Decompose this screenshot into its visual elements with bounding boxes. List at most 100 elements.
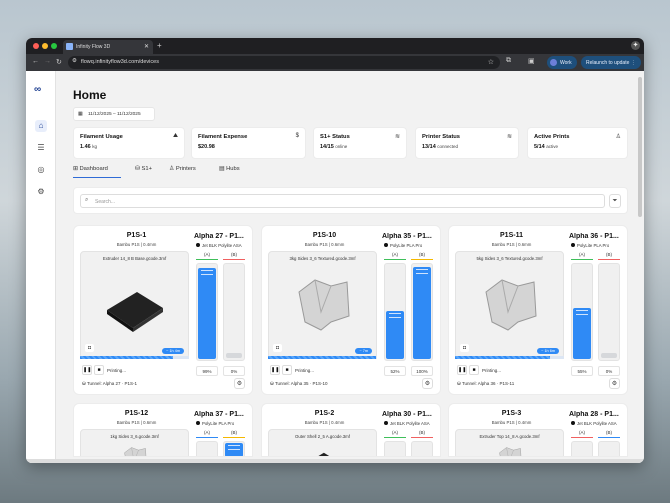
filament-slot[interactable]	[223, 441, 245, 456]
material-label: Jet BLK Polylite ASA	[571, 421, 617, 426]
scrollbar[interactable]	[636, 71, 644, 463]
stop-button[interactable]: ■	[94, 365, 104, 375]
material-color-dot	[196, 243, 200, 247]
date-range-picker[interactable]: ▦ 11/12/2025 – 11/12/2025	[73, 107, 155, 121]
camera-icon[interactable]: ◘	[85, 344, 94, 352]
list-icon[interactable]: ☰	[37, 143, 45, 152]
url-input[interactable]: ⚙ flowq.infinityflow3d.com/devices ☆	[68, 56, 500, 69]
tab-label: Hubs	[226, 166, 240, 172]
material-color-dot	[384, 421, 388, 425]
site-info-icon[interactable]: ⚙	[72, 58, 77, 64]
print-preview[interactable]: Extruder 14_8 B Base.gcode.3mf ◘ ~ 1h 4m	[80, 251, 189, 359]
filament-slot[interactable]	[196, 441, 218, 456]
camera-icon[interactable]: ◘	[460, 344, 469, 352]
tab-s1plus[interactable]: ⛁ S1+	[135, 164, 152, 178]
settings-button[interactable]: ⚙	[609, 378, 620, 389]
tab-dashboard[interactable]: ⊞ Dashboard	[73, 164, 121, 178]
scrollbar-thumb[interactable]	[638, 77, 642, 217]
printer-model: Bambu P1S | 0.4mm	[304, 420, 345, 425]
pause-button[interactable]: ❚❚	[82, 365, 92, 375]
filament-empty	[601, 353, 617, 358]
extension-icon[interactable]: ⧉	[506, 57, 511, 64]
printer-name: P1S-1	[126, 232, 147, 239]
stop-button[interactable]: ■	[469, 365, 479, 375]
pause-button[interactable]: ❚❚	[457, 365, 467, 375]
main-content: Home ▦ 11/12/2025 – 11/12/2025 Filament U…	[56, 71, 636, 463]
filament-slot[interactable]	[598, 263, 620, 361]
back-icon[interactable]: ←	[32, 58, 39, 65]
filament-slot[interactable]	[384, 263, 406, 361]
printer-name: P1S-11	[500, 232, 523, 239]
dollar-icon: $	[295, 133, 299, 139]
print-status: Printing...	[107, 368, 127, 373]
bookmark-star-icon[interactable]: ☆	[487, 59, 494, 66]
stat-value: 1.46 kg	[80, 144, 97, 150]
slot-label: (A)	[571, 430, 593, 438]
camera-icon[interactable]: ◘	[273, 344, 282, 352]
search-input[interactable]: ⌕ Search...	[80, 194, 605, 208]
profile-button[interactable]: Work	[547, 56, 577, 69]
filament-slot[interactable]	[571, 441, 593, 456]
avatar	[550, 59, 557, 66]
file-name: 3kg Sides 3_6 Textured.gcode.3mf	[289, 256, 356, 261]
filament-slot[interactable]	[598, 441, 620, 456]
sidepanel-icon[interactable]: ▣	[528, 58, 535, 65]
printer-card: P1S-12 Bambu P1S | 0.6mm Alpha 37 - P1... P…	[73, 403, 253, 457]
printer-model: Bambu P1S | 0.4mm	[116, 242, 157, 247]
filament-slot[interactable]	[223, 263, 245, 361]
progress-bar	[80, 356, 189, 359]
gear-icon[interactable]: ⚙	[37, 187, 45, 196]
stat-unit: online	[335, 144, 348, 149]
settings-button[interactable]: ⚙	[422, 378, 433, 389]
tab-printers[interactable]: ♙ Printers	[169, 164, 196, 178]
filter-button[interactable]: ⏷	[609, 194, 621, 208]
slot-label: (B)	[411, 252, 433, 260]
address-bar-row: ← → ↻ ⚙ flowq.infinityflow3d.com/devices ☆…	[26, 54, 644, 71]
filament-percent: 0%	[223, 366, 245, 376]
close-window-button[interactable]	[33, 43, 39, 49]
new-tab-button[interactable]: +	[157, 41, 162, 50]
date-range-text: 11/12/2025 – 11/12/2025	[88, 112, 141, 117]
extensions-icon[interactable]: ✦	[631, 41, 640, 50]
infinity-logo-icon[interactable]: ∞	[34, 84, 42, 95]
wifi-icon: ≋	[506, 134, 512, 140]
close-tab-icon[interactable]: ✕	[143, 44, 149, 50]
pause-button[interactable]: ❚❚	[270, 365, 280, 375]
filament-slot[interactable]	[571, 263, 593, 361]
print-preview[interactable]: Outer Shell 2_5 A.gcode.3mf	[268, 429, 377, 456]
filament-level	[413, 266, 431, 359]
relaunch-button[interactable]: Relaunch to update ⋮	[581, 56, 641, 69]
filament-slot[interactable]	[384, 441, 406, 456]
tab-hubs[interactable]: ▤ Hubs	[219, 164, 240, 178]
filament-percent: 52%	[384, 366, 406, 376]
tunnel-label: ⛁ Tunnel: Alpha 36 · P1S-11	[457, 381, 515, 386]
printer-model: Bambu P1S | 0.4mm	[491, 420, 532, 425]
print-preview[interactable]: 1kg Sides 3_6.gcode.3mf	[80, 429, 189, 456]
filament-slot[interactable]	[196, 263, 218, 361]
printer-model: Bambu P1S | 0.6mm	[491, 242, 532, 247]
filament-slot[interactable]	[411, 441, 433, 456]
reload-icon[interactable]: ↻	[56, 59, 62, 66]
printer-card: P1S-2 Bambu P1S | 0.4mm Alpha 30 - P1... Je…	[261, 403, 441, 457]
wifi-icon: ≋	[394, 134, 400, 140]
filament-slot[interactable]	[411, 263, 433, 361]
stat-value: 14/15 online	[320, 144, 348, 150]
stat-unit: kg	[92, 144, 97, 149]
compass-icon[interactable]: ◎	[37, 165, 45, 174]
printer-card: P1S-10 Bambu P1S | 0.6mm Alpha 35 - P1... P…	[261, 225, 441, 395]
stop-button[interactable]: ■	[282, 365, 292, 375]
print-preview[interactable]: Extruder Top 14_8 A.gcode.3mf	[455, 429, 564, 456]
print-preview[interactable]: 3kg Sides 3_6 Textured.gcode.3mf ◘ ~ 7m	[268, 251, 377, 359]
printer-icon: ♙	[169, 166, 175, 172]
minimize-window-button[interactable]	[42, 43, 48, 49]
material-label: Jet BLK Polylite ASA	[384, 421, 430, 426]
home-icon[interactable]: ⌂	[35, 120, 47, 132]
horizontal-scrollbar[interactable]	[26, 459, 644, 463]
maximize-window-button[interactable]	[51, 43, 57, 49]
browser-tab[interactable]: Infinity Flow 3D ✕	[63, 40, 153, 54]
settings-button[interactable]: ⚙	[234, 378, 245, 389]
printer-card: P1S-3 Bambu P1S | 0.4mm Alpha 28 - P1... Je…	[448, 403, 628, 457]
eta-badge: ~ 7m	[355, 348, 372, 354]
print-preview[interactable]: 5kg Sides 3_6 Textured.gcode.3mf ◘ ~ 1h 6m	[455, 251, 564, 359]
forward-icon[interactable]: →	[44, 58, 51, 65]
